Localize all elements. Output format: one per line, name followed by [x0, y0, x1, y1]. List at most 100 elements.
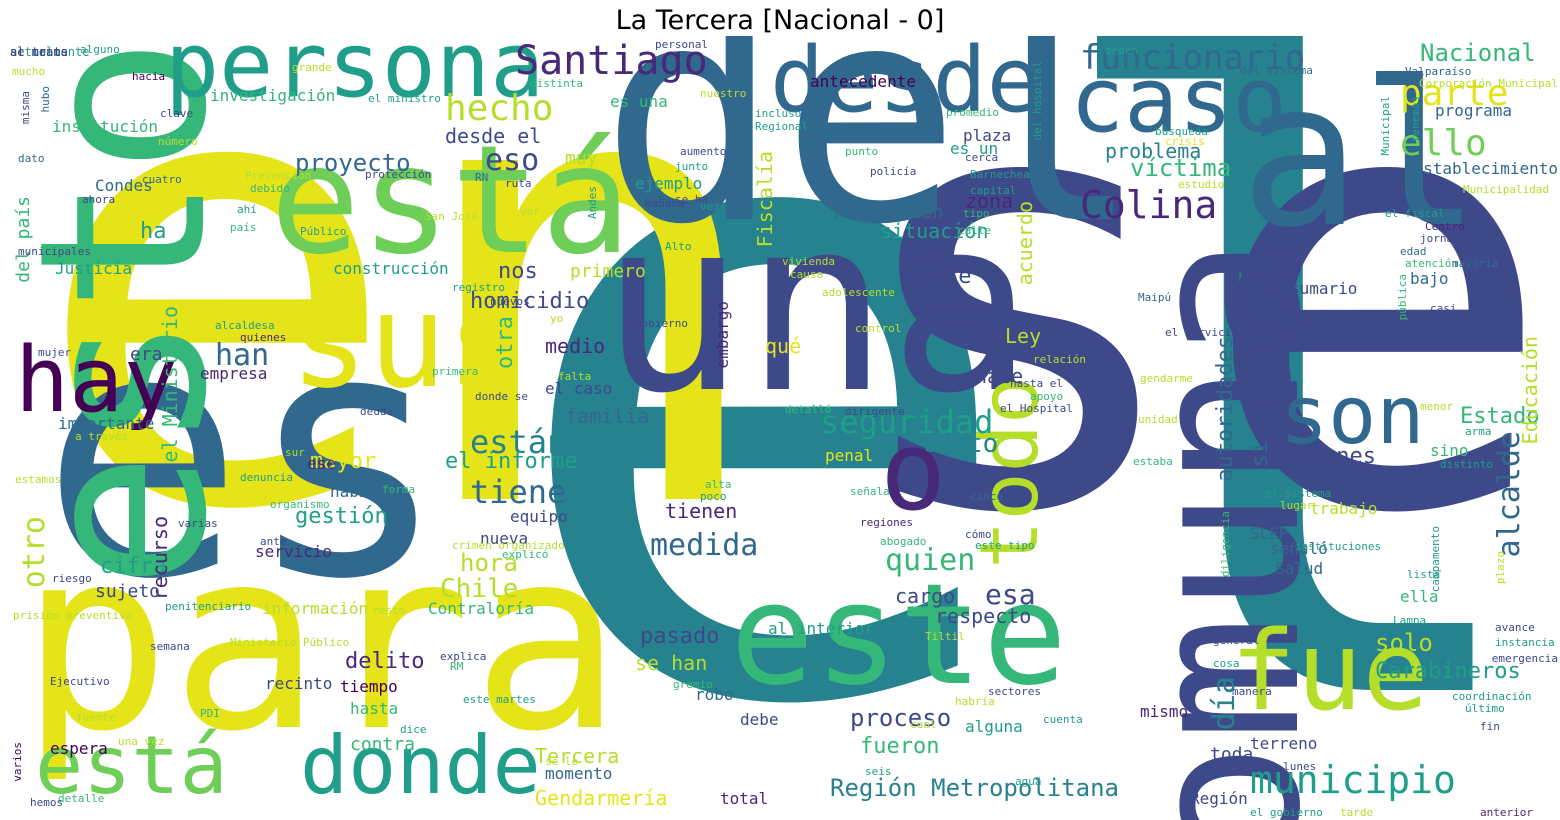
word-ejecutivo: Ejecutivo [50, 675, 110, 688]
word-autoridades: autoridades [1213, 336, 1238, 482]
word-atencion: atención [1405, 257, 1458, 270]
word-alguna: alguna [965, 717, 1023, 736]
word-mayor: mayor [310, 449, 377, 474]
word-eso: eso [485, 143, 540, 178]
word-hasta: hasta [350, 699, 399, 718]
word-detallo: detalló [785, 403, 832, 416]
word-promedio: promedio [946, 106, 999, 119]
word-importante: importante [58, 414, 155, 433]
word-hasta-el: hasta el [1010, 377, 1063, 390]
word-ruta: ruta [505, 177, 532, 190]
word-asociacion: Asociación [835, 202, 944, 223]
word-persona: persona [165, 36, 545, 118]
word-contra: contra [350, 734, 416, 755]
word-nueva: nueva [480, 529, 529, 548]
word-delito: delito [345, 649, 425, 674]
word-ley: Ley [1005, 324, 1042, 348]
word-millones: millones [1270, 444, 1376, 469]
word-hubo: hubo [39, 86, 52, 113]
word-ver: ver [520, 205, 540, 218]
word-aumento: aumento [680, 145, 727, 158]
word-informacion: información [262, 599, 368, 618]
word-avance: avance [1495, 621, 1535, 634]
word-se-ha: se ha [675, 193, 709, 206]
word-a-traves: a través [75, 430, 128, 443]
word-varios: varios [11, 742, 24, 782]
word-una-vez: una vez [118, 735, 165, 748]
word-relacion: relación [1033, 353, 1086, 366]
word-incluso: incluso [755, 107, 802, 120]
word-programa: programa [1435, 101, 1513, 120]
word-fiscalia: Fiscalía [753, 151, 777, 248]
word-le: le [945, 264, 972, 289]
word-ello: ello [1400, 123, 1487, 164]
word-del: del [600, 36, 1142, 290]
word-distinta: distinta [530, 77, 583, 90]
word-debe: debe [740, 710, 779, 729]
word-ante: ante [260, 535, 287, 548]
word-distinto: distinto [1440, 458, 1493, 471]
word-gendarmeria: Gendarmería [535, 786, 668, 810]
word-institucion: institución [52, 117, 158, 136]
word-zona: zona [965, 189, 1014, 213]
word-mismo: mismo [1140, 702, 1189, 721]
word-instituciones: instituciones [1295, 540, 1382, 553]
word-victima: víctima [1130, 154, 1232, 182]
word-abogado: abogado [880, 535, 927, 548]
word-falta: falta [558, 370, 592, 383]
word-tiene: tiene [470, 473, 567, 511]
word-gestion: gestión [295, 504, 388, 529]
word-recinto: recinto [265, 674, 333, 693]
word-hecho: hecho [445, 88, 554, 129]
word-han: han [215, 338, 270, 373]
word-region-metropolitana: Región Metropolitana [830, 774, 1119, 802]
word-contraloria: Contraloría [428, 599, 534, 618]
word-ministerio-publico: Ministerio Público [230, 636, 350, 649]
word-hacia: hacia [132, 70, 166, 83]
word-ahi: ahí [237, 203, 257, 216]
word-momento: momento [545, 764, 613, 783]
word-busqueda: búsqueda [1155, 125, 1208, 138]
word-otro: otro [17, 516, 52, 589]
word-senalo: señaló [1270, 539, 1328, 558]
word-debido: debido [250, 182, 290, 195]
word-pdi: PDI [200, 707, 220, 720]
word-menor: menor [1420, 400, 1454, 413]
word-varias: varias [178, 517, 218, 530]
word-funcionario: funcionario [1080, 38, 1306, 78]
word-del-sistema: del sistema [1240, 64, 1313, 77]
word-cloud: el se en del es una para al esto comuna este está su… [0, 36, 1560, 820]
word-al: al [1240, 39, 1481, 272]
word-forma: forma [382, 483, 416, 496]
word-seguridad: seguridad [820, 403, 994, 441]
word-alto: Alto [665, 240, 692, 253]
word-robo: robo [695, 685, 734, 704]
word-es: es [40, 258, 450, 654]
word-general: general [1213, 634, 1260, 647]
word-homicidio: homicidio [470, 289, 590, 314]
word-construccion: construcción [333, 259, 449, 278]
word-hace: hace [975, 364, 1024, 388]
word-habia: había [330, 482, 379, 501]
word-el-ministerio: el Ministerio [158, 306, 182, 463]
word-slep: SLEP [1250, 524, 1289, 543]
word-ha: ha [140, 219, 167, 244]
word-este-martes: este martes [463, 693, 536, 706]
word-primero: primero [570, 261, 646, 282]
word-prision-preventiva: prisión preventiva [13, 609, 133, 622]
word-familia: familia [565, 404, 650, 428]
word-santiago: Santiago [515, 38, 708, 84]
word-tiempo: tiempo [340, 677, 398, 696]
word-estaba: estaba [1133, 455, 1173, 468]
word-sur: sur [285, 446, 305, 459]
word-solo: solo [1375, 629, 1433, 657]
word-lista: lista [1407, 568, 1441, 581]
word-gobierno: gobierno [635, 317, 688, 330]
word-detalle: detalle [58, 792, 105, 805]
word-el-fiscal: el fiscal [1385, 207, 1445, 220]
word-donde-se: donde se [475, 390, 528, 403]
word-hay: hay [15, 328, 178, 433]
word-tarde: tarde [1340, 806, 1374, 819]
word-como: cómo [965, 528, 992, 541]
word-sus: sus [290, 265, 525, 417]
